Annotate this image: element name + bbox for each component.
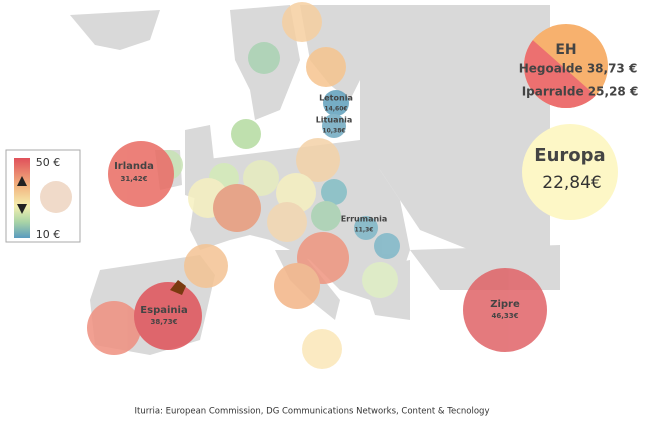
bubble bbox=[354, 216, 378, 240]
bubbles bbox=[87, 2, 547, 369]
price-label: 31,42€ bbox=[120, 175, 147, 183]
bubble bbox=[311, 201, 341, 231]
bubble bbox=[108, 141, 174, 207]
bubble bbox=[321, 179, 347, 205]
up-arrow bbox=[17, 176, 27, 186]
legend-max: 50 € bbox=[36, 156, 61, 169]
down-arrow bbox=[17, 204, 27, 214]
source: Iturria: European Commission, DG Communi… bbox=[134, 407, 489, 417]
europa-price: 22,84€ bbox=[542, 173, 601, 193]
bubble bbox=[243, 160, 279, 196]
europa-circle bbox=[522, 124, 618, 220]
bubble bbox=[213, 184, 261, 232]
price-label: 38,73€ bbox=[150, 318, 177, 326]
legend: 50 € 10 € bbox=[5, 149, 81, 243]
bubble bbox=[323, 90, 349, 116]
price-label: 46,33€ bbox=[491, 312, 518, 320]
bubble bbox=[87, 301, 141, 355]
bubble bbox=[463, 268, 547, 352]
bubble bbox=[184, 244, 228, 288]
bubble bbox=[231, 119, 261, 149]
bubble bbox=[374, 233, 400, 259]
bubble bbox=[362, 262, 398, 298]
bubble bbox=[296, 138, 340, 182]
bubble bbox=[322, 114, 346, 138]
eh-hegoalde-half bbox=[524, 24, 608, 108]
eh-title: EH bbox=[555, 42, 576, 58]
bubble bbox=[267, 202, 307, 242]
price-label: 11,3€ bbox=[355, 227, 374, 234]
country-label: Errumania bbox=[341, 215, 388, 224]
bubble bbox=[302, 329, 342, 369]
price-label: 14,60€ bbox=[324, 106, 347, 113]
eh-marker bbox=[170, 280, 186, 295]
bubble bbox=[134, 282, 202, 350]
bubble bbox=[306, 47, 346, 87]
country-label: Letonia bbox=[319, 94, 353, 103]
eh-bubble: EH Hegoalde 38,73 € Iparralde 25,28 € bbox=[519, 24, 639, 108]
eh-hegoalde: Hegoalde 38,73 € bbox=[519, 62, 638, 76]
price-label: 10,38€ bbox=[322, 128, 345, 135]
color-scale bbox=[14, 158, 30, 238]
bubble bbox=[274, 263, 320, 309]
legend-min: 10 € bbox=[36, 228, 61, 241]
country-label: Irlanda bbox=[114, 161, 154, 172]
bubble bbox=[248, 42, 280, 74]
bubble bbox=[282, 2, 322, 42]
europa-bubble: Europa 22,84€ bbox=[522, 124, 618, 220]
legend-swatch bbox=[40, 181, 72, 213]
country-label: Zipre bbox=[490, 299, 520, 310]
eh-iparralde: Iparralde 25,28 € bbox=[522, 85, 639, 99]
country-label: Espainia bbox=[140, 305, 187, 316]
europa-title: Europa bbox=[534, 145, 605, 166]
country-label: Lituania bbox=[316, 116, 353, 125]
